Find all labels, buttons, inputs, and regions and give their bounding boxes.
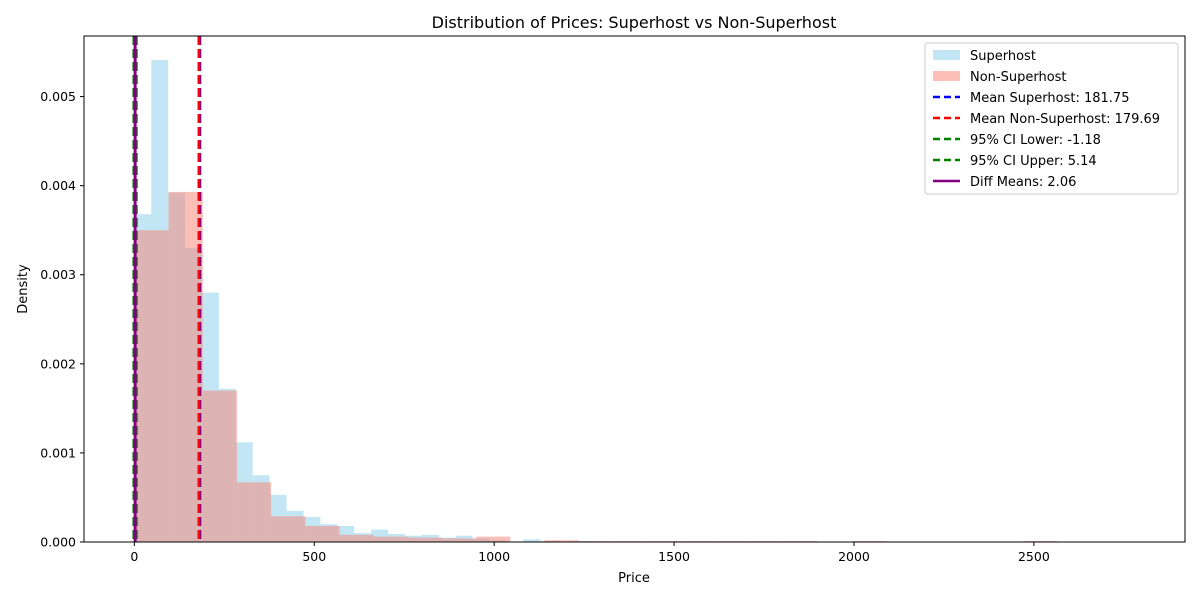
- legend-label: Mean Non-Superhost: 179.69: [970, 112, 1160, 127]
- legend-label: 95% CI Upper: 5.14: [970, 154, 1097, 169]
- non-superhost-bar: [236, 482, 272, 542]
- non-superhost-bar: [271, 516, 306, 542]
- non-superhost-bar: [407, 537, 442, 542]
- non-superhost-bar: [305, 525, 340, 542]
- y-tick-label: 0.004: [40, 178, 76, 193]
- x-tick-label: 1500: [658, 549, 690, 564]
- x-axis-ticks: 0 500 1000 1500 2000 2500: [130, 542, 1050, 564]
- legend-label: Diff Means: 2.06: [970, 175, 1076, 190]
- non-superhost-bar: [202, 390, 237, 542]
- legend-label: 95% CI Lower: -1.18: [970, 133, 1101, 148]
- legend-label: Non-Superhost: [970, 70, 1067, 85]
- legend: Superhost Non-Superhost Mean Superhost: 18…: [924, 42, 1179, 195]
- x-tick-label: 2500: [1018, 549, 1050, 564]
- non-superhost-bar: [339, 534, 374, 542]
- plot-frame: [83, 35, 1186, 543]
- y-tick-label: 0.000: [40, 535, 76, 550]
- chart-title: Distribution of Prices: Superhost vs Non…: [432, 13, 837, 32]
- non-superhost-bar: [373, 536, 408, 542]
- y-axis-label: Density: [16, 264, 31, 314]
- plot-area: [132, 36, 1058, 543]
- x-axis-label: Price: [618, 571, 650, 586]
- non-superhost-bar: [168, 191, 203, 542]
- superhost-bar: [523, 539, 541, 542]
- y-tick-label: 0.003: [40, 267, 76, 282]
- x-tick-label: 1000: [478, 549, 510, 564]
- non-superhost-bar: [476, 536, 511, 542]
- reference-lines: [132, 36, 202, 542]
- legend-swatch: [933, 71, 960, 81]
- legend-box: [924, 42, 1179, 195]
- x-tick-label: 0: [130, 549, 138, 564]
- legend-label: Superhost: [970, 49, 1036, 64]
- legend-swatch: [933, 50, 960, 60]
- x-tick-label: 2000: [838, 549, 870, 564]
- y-tick-label: 0.001: [40, 445, 76, 460]
- non-superhost-bar: [442, 538, 477, 542]
- y-tick-label: 0.002: [40, 356, 76, 371]
- non-superhost-bars: [134, 191, 1058, 542]
- y-tick-label: 0.005: [40, 89, 76, 104]
- non-superhost-bar: [544, 540, 579, 542]
- legend-label: Mean Superhost: 181.75: [970, 91, 1129, 106]
- x-tick-label: 500: [302, 549, 326, 564]
- legend-entries: Superhost Non-Superhost Mean Superhost: 18…: [933, 49, 1160, 190]
- y-axis-ticks: 0.000 0.001 0.002 0.003 0.004 0.005: [40, 89, 84, 550]
- non-superhost-bar: [134, 230, 169, 542]
